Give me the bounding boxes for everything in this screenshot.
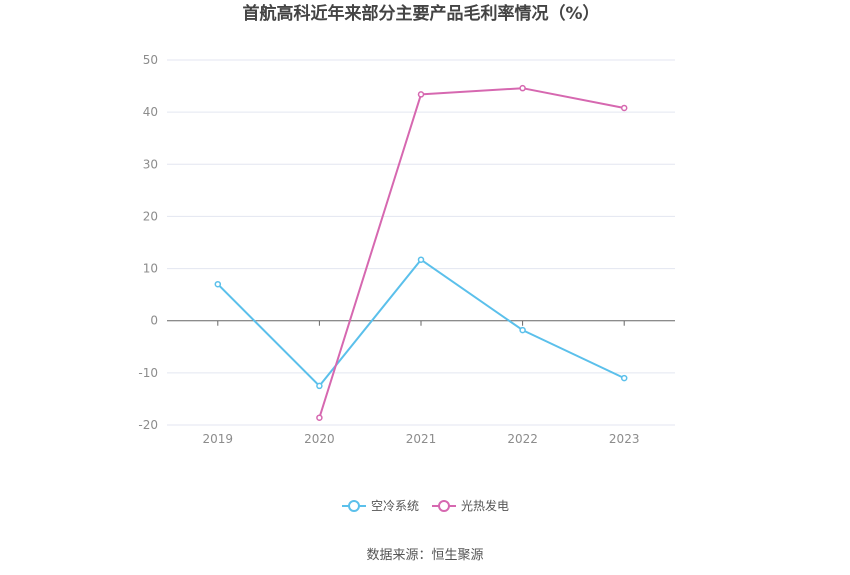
y-tick-label: 40 [143, 105, 158, 119]
y-tick-label: -20 [138, 418, 158, 432]
x-tick-label: 2022 [507, 432, 538, 446]
y-tick-label: 30 [143, 157, 158, 171]
data-point[interactable] [620, 104, 628, 112]
legend-item[interactable]: 空冷系统 [342, 499, 419, 513]
series-line-1 [318, 87, 625, 418]
legend-label: 空冷系统 [371, 499, 419, 513]
legend-marker [438, 500, 450, 512]
axis-layer: 50 40 30 20 10 0 -10 -20 2019 2020 2021 2022 2023 [138, 53, 675, 446]
chart-title: 首航高科近年来部分主要产品毛利率情况（%） [242, 3, 599, 24]
y-tick-label: 50 [143, 53, 158, 67]
source-note: 数据来源：恒生聚源 [366, 548, 483, 563]
series-layer [214, 84, 628, 421]
data-point[interactable] [417, 256, 425, 263]
data-point[interactable] [316, 414, 323, 421]
x-tick-label: 2019 [203, 432, 234, 446]
y-tick-label: 10 [143, 262, 158, 276]
data-point[interactable] [417, 91, 425, 98]
legend-item[interactable]: 光热发电 [432, 498, 509, 513]
x-tick-label: 2023 [609, 432, 640, 446]
legend[interactable]: 空冷系统 光热发电 [342, 498, 509, 513]
data-point[interactable] [620, 374, 628, 382]
x-tick-label: 2021 [406, 432, 437, 446]
legend-marker [348, 500, 360, 512]
data-point[interactable] [316, 382, 323, 390]
y-tick-label: 20 [143, 209, 158, 223]
x-tick-label: 2020 [304, 432, 335, 446]
y-tick-label: 0 [150, 314, 158, 328]
y-tick-label: -10 [138, 366, 158, 380]
legend-label: 光热发电 [461, 498, 509, 513]
data-point[interactable] [519, 84, 526, 92]
data-point[interactable] [519, 326, 526, 334]
grid-layer [167, 59, 675, 426]
data-point[interactable] [214, 280, 222, 288]
